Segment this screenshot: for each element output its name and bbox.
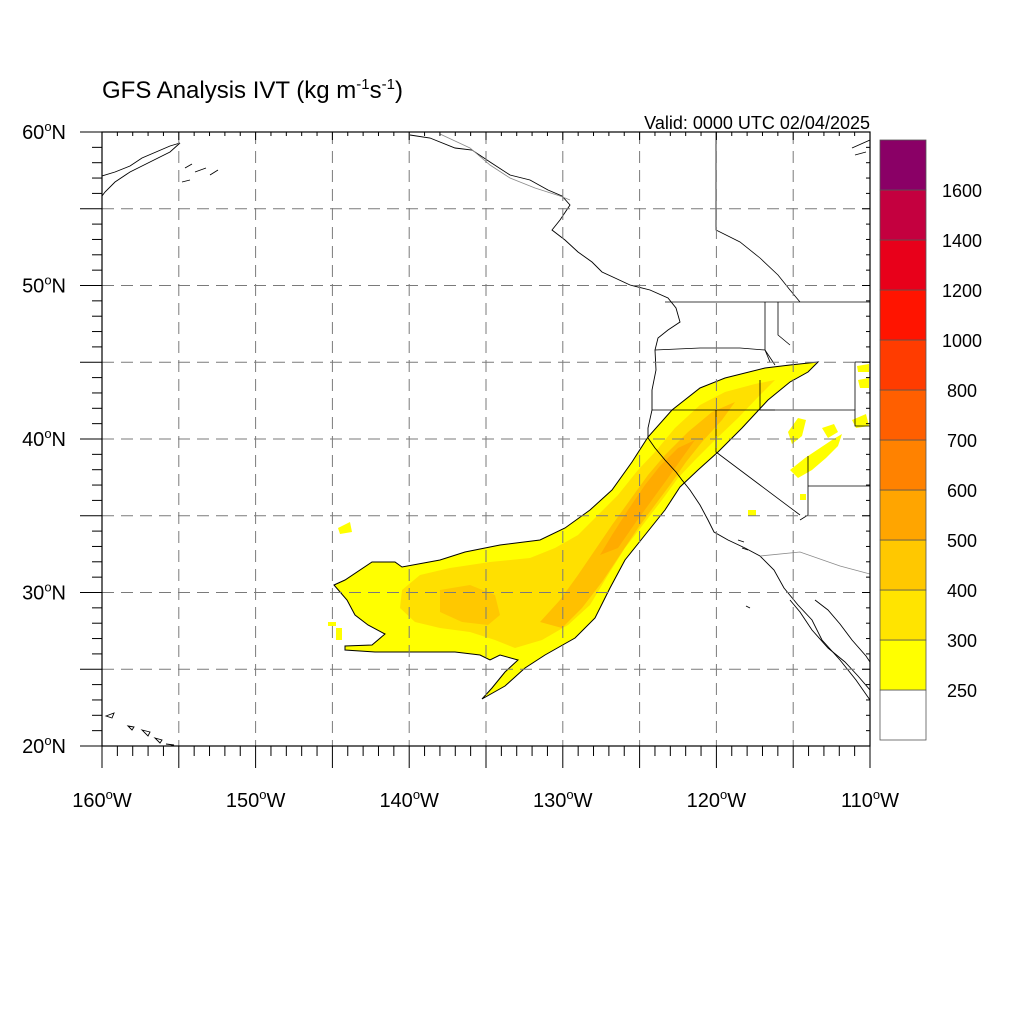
axis-ticks bbox=[80, 131, 871, 768]
ivt-contour-250 bbox=[333, 361, 820, 700]
valid-time: Valid: 0000 UTC 02/04/2025 bbox=[644, 113, 870, 133]
lon-tick-label: 130oW bbox=[533, 787, 593, 812]
colorbar-labels: 250 300 400 500 600 700 800 1000 1200 1400 1600 bbox=[942, 181, 982, 701]
colorbar-swatch bbox=[879, 339, 927, 391]
colorbar bbox=[879, 139, 927, 741]
colorbar-swatch bbox=[879, 239, 927, 291]
longitude-labels: 160oW 150oW 140oW 130oW 120oW 110oW bbox=[72, 787, 899, 812]
colorbar-label: 300 bbox=[947, 631, 977, 651]
colorbar-label: 1200 bbox=[942, 281, 982, 301]
lat-tick-label: 60oN bbox=[22, 119, 66, 144]
lat-tick-label: 20oN bbox=[22, 733, 66, 758]
colorbar-swatch bbox=[879, 639, 927, 691]
colorbar-swatch bbox=[879, 489, 927, 541]
colorbar-label: 600 bbox=[947, 481, 977, 501]
nevada-border bbox=[759, 380, 775, 411]
baja-gulf-coast bbox=[789, 599, 870, 691]
colorbar-swatch bbox=[879, 389, 927, 441]
colorbar-label: 800 bbox=[947, 381, 977, 401]
us-mexico-border bbox=[759, 551, 870, 575]
colorbar-label: 250 bbox=[947, 681, 977, 701]
map-area bbox=[102, 132, 870, 746]
idaho-border bbox=[764, 302, 791, 366]
graticule bbox=[102, 132, 870, 746]
colorbar-label: 500 bbox=[947, 531, 977, 551]
alaska-east-coast bbox=[851, 139, 870, 156]
colorbar-swatch bbox=[879, 289, 927, 341]
colorbar-label: 1000 bbox=[942, 331, 982, 351]
alaska-southwest-coast bbox=[102, 142, 181, 197]
latitude-labels: 60oN 50oN 40oN 30oN 20oN bbox=[22, 119, 66, 758]
lon-tick-label: 110oW bbox=[841, 787, 899, 812]
lat-tick-label: 50oN bbox=[22, 273, 66, 298]
colorbar-label: 400 bbox=[947, 581, 977, 601]
colorbar-label: 1400 bbox=[942, 231, 982, 251]
colorbar-swatch bbox=[879, 189, 927, 241]
colorbar-label: 1600 bbox=[942, 181, 982, 201]
lat-tick-label: 40oN bbox=[22, 426, 66, 451]
map-title: GFS Analysis IVT (kg m-1s-1) bbox=[102, 76, 403, 104]
lat-tick-label: 30oN bbox=[22, 580, 66, 605]
ivt-band-400 bbox=[440, 585, 500, 625]
ivt-inland-patches bbox=[328, 364, 869, 640]
colorbar-swatch bbox=[879, 539, 927, 591]
colorbar-swatch bbox=[879, 589, 927, 641]
channel-islands bbox=[737, 539, 751, 609]
colorbar-swatch bbox=[879, 139, 927, 191]
bc-alberta-border bbox=[715, 132, 801, 303]
aleutian-islands bbox=[181, 163, 219, 183]
arizona-border bbox=[799, 456, 870, 521]
colorbar-swatch bbox=[879, 439, 927, 491]
mainland-mexico-coast bbox=[814, 599, 870, 663]
lon-tick-label: 160oW bbox=[72, 787, 132, 812]
hawaii-islands bbox=[104, 712, 175, 746]
washington-oregon-border bbox=[654, 347, 771, 363]
lon-tick-label: 120oW bbox=[687, 787, 747, 812]
ivt-band-500-core bbox=[600, 440, 695, 555]
lon-tick-label: 140oW bbox=[379, 787, 439, 812]
ivt-shading bbox=[328, 361, 869, 700]
lon-tick-label: 150oW bbox=[226, 787, 286, 812]
colorbar-label: 700 bbox=[947, 431, 977, 451]
alaska-bc-border bbox=[439, 133, 571, 201]
colorbar-swatch bbox=[879, 689, 927, 741]
california-nevada-border bbox=[715, 410, 801, 516]
